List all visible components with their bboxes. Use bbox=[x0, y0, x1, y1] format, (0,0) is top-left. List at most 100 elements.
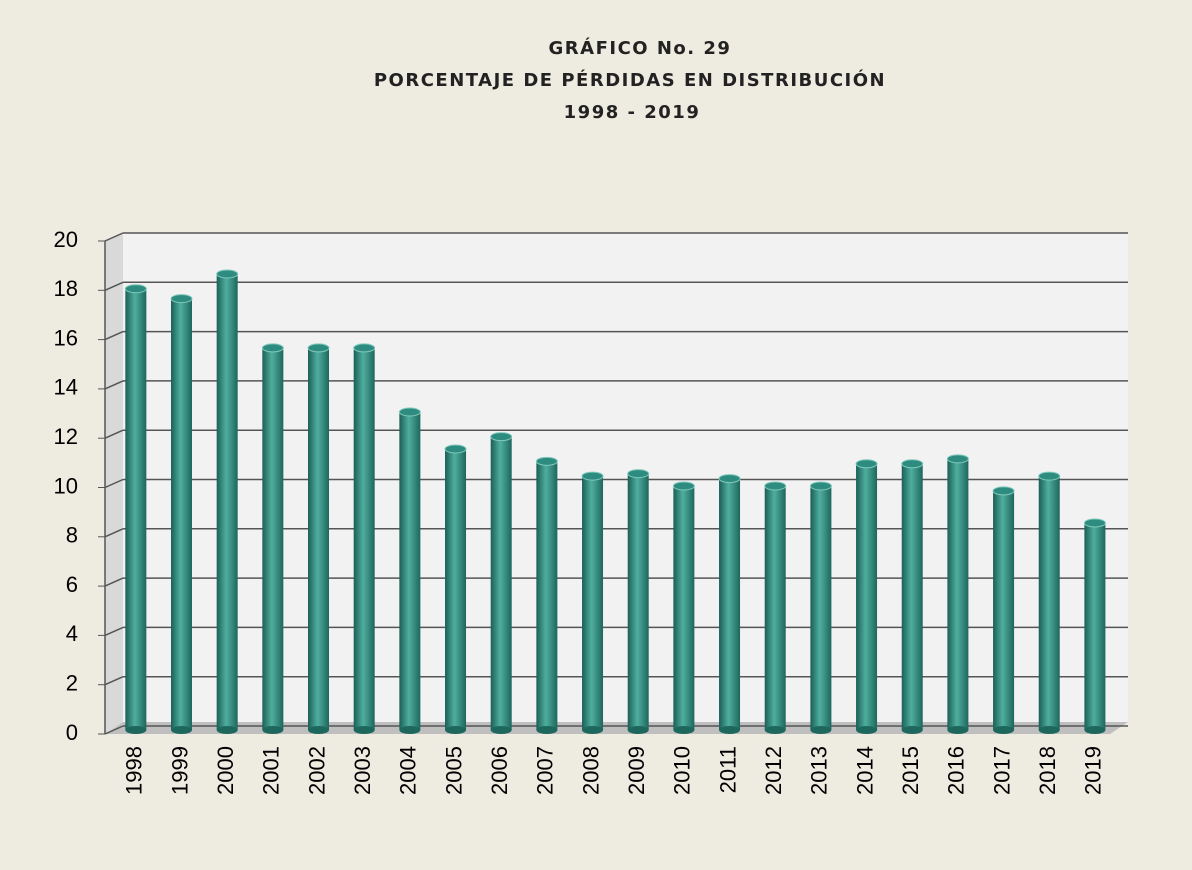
bar-base bbox=[171, 726, 193, 734]
bar bbox=[672, 481, 695, 734]
x-tick-label: 2004 bbox=[396, 746, 421, 795]
bar-body bbox=[582, 476, 604, 730]
grid-line bbox=[104, 330, 124, 341]
bar-body bbox=[993, 490, 1015, 730]
x-tick-label: 2014 bbox=[852, 746, 877, 795]
bar bbox=[946, 454, 969, 734]
bar bbox=[124, 284, 147, 734]
x-tick-label: 2011 bbox=[715, 746, 740, 793]
grid-line bbox=[104, 232, 124, 242]
bar bbox=[398, 407, 421, 734]
y-tick-label: 10 bbox=[54, 473, 78, 498]
grid-line bbox=[104, 478, 124, 489]
bar-body bbox=[719, 478, 741, 730]
bar-base bbox=[764, 726, 786, 734]
bar-top bbox=[398, 407, 421, 417]
floor bbox=[105, 722, 1128, 734]
bar-top bbox=[718, 474, 741, 484]
bar-body bbox=[399, 412, 421, 730]
bar bbox=[261, 343, 284, 734]
bar bbox=[490, 432, 513, 734]
bar-top bbox=[901, 459, 924, 469]
bar-body bbox=[947, 458, 969, 730]
bar bbox=[353, 343, 376, 734]
x-tick-label: 2013 bbox=[807, 746, 832, 795]
grid-line bbox=[104, 380, 124, 390]
bar-top bbox=[124, 284, 147, 294]
bar bbox=[855, 459, 878, 734]
grid-line bbox=[104, 626, 124, 637]
bar-top bbox=[1083, 518, 1106, 528]
bar bbox=[809, 481, 832, 734]
bar-top bbox=[672, 481, 695, 491]
bar bbox=[581, 471, 604, 734]
bar-base bbox=[901, 726, 923, 734]
bar-base bbox=[308, 726, 330, 734]
bar-body bbox=[490, 436, 512, 730]
x-tick-label: 2001 bbox=[259, 746, 284, 795]
x-tick-label: 2010 bbox=[670, 746, 695, 795]
x-tick-label: 2018 bbox=[1035, 746, 1060, 795]
bar-top bbox=[535, 456, 558, 466]
grid-line bbox=[104, 429, 124, 439]
chart-subtitle: 1998 - 2019 bbox=[564, 102, 701, 123]
x-tick-label: 2002 bbox=[304, 746, 329, 795]
bar-base bbox=[399, 726, 421, 734]
bar-top bbox=[627, 469, 650, 479]
y-tick-label: 4 bbox=[66, 621, 78, 646]
bar bbox=[170, 294, 193, 734]
bar-base bbox=[490, 726, 512, 734]
bar-base bbox=[1038, 726, 1060, 734]
bar-body bbox=[901, 463, 923, 730]
bar-body bbox=[536, 461, 558, 730]
bar-base bbox=[262, 726, 284, 734]
y-tick-label: 2 bbox=[66, 671, 78, 696]
x-tick-label: 1998 bbox=[122, 746, 147, 795]
bar-base bbox=[856, 726, 878, 734]
grid-line bbox=[104, 281, 124, 291]
bar-top bbox=[581, 471, 604, 481]
bar-body bbox=[627, 473, 649, 730]
y-tick-label: 6 bbox=[66, 572, 78, 597]
x-tick-label: 2005 bbox=[441, 746, 466, 795]
bar-top bbox=[946, 454, 969, 464]
bar-base bbox=[353, 726, 375, 734]
grid-line bbox=[104, 725, 124, 735]
bar-body bbox=[308, 347, 330, 730]
bar-top bbox=[307, 343, 330, 353]
bar bbox=[1038, 471, 1061, 734]
bar-body bbox=[764, 485, 786, 730]
chart-subtitle: PORCENTAJE DE PÉRDIDAS EN DISTRIBUCIÓN bbox=[374, 69, 886, 91]
bar bbox=[764, 481, 787, 734]
x-tick-label: 2008 bbox=[578, 746, 603, 795]
x-tick-label: 2006 bbox=[487, 746, 512, 795]
x-tick-label: 1999 bbox=[167, 746, 192, 795]
bar bbox=[307, 343, 330, 734]
bar bbox=[1083, 518, 1106, 734]
bar-top bbox=[261, 343, 284, 353]
bar-body bbox=[673, 485, 695, 730]
bar-top bbox=[809, 481, 832, 491]
bar-base bbox=[993, 726, 1015, 734]
bar-top bbox=[855, 459, 878, 469]
bar-base bbox=[582, 726, 604, 734]
grid-line bbox=[104, 528, 124, 538]
bar-body bbox=[353, 347, 375, 730]
bar bbox=[627, 469, 650, 734]
bar-body bbox=[856, 463, 878, 730]
bar-base bbox=[947, 726, 969, 734]
bar-top bbox=[1038, 471, 1061, 481]
y-tick-label: 18 bbox=[54, 276, 78, 301]
x-tick-label: 2019 bbox=[1081, 746, 1106, 795]
x-tick-label: 2017 bbox=[989, 746, 1014, 795]
bar-base bbox=[1084, 726, 1106, 734]
bar-body bbox=[810, 485, 832, 730]
bar-body bbox=[216, 273, 238, 730]
bar-body bbox=[262, 347, 284, 730]
x-tick-label: 2009 bbox=[624, 746, 649, 795]
x-tick-label: 2012 bbox=[761, 746, 786, 795]
bar-top bbox=[216, 269, 239, 279]
y-tick-label: 0 bbox=[66, 720, 78, 745]
bar-base bbox=[719, 726, 741, 734]
bar-top bbox=[992, 486, 1015, 496]
